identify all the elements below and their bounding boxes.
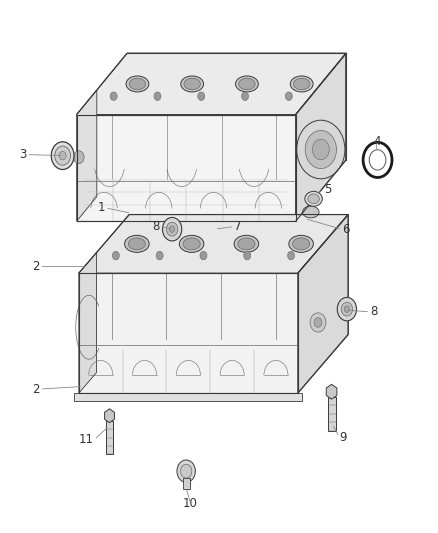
Circle shape <box>310 313 326 332</box>
Circle shape <box>74 151 84 164</box>
Ellipse shape <box>234 236 258 253</box>
Ellipse shape <box>126 76 149 92</box>
Circle shape <box>341 302 353 316</box>
Circle shape <box>200 252 207 260</box>
Text: 8: 8 <box>152 220 160 233</box>
Circle shape <box>337 297 357 321</box>
Bar <box>183 478 190 489</box>
Circle shape <box>55 146 71 165</box>
Ellipse shape <box>290 76 313 92</box>
Circle shape <box>297 120 345 179</box>
Ellipse shape <box>308 194 319 204</box>
Circle shape <box>110 92 117 100</box>
Ellipse shape <box>128 238 145 250</box>
Ellipse shape <box>124 236 149 253</box>
Ellipse shape <box>129 78 145 90</box>
Bar <box>106 421 113 454</box>
Circle shape <box>285 92 293 100</box>
Circle shape <box>177 460 195 482</box>
Ellipse shape <box>293 78 310 90</box>
Circle shape <box>112 252 119 260</box>
Circle shape <box>156 252 163 260</box>
Bar <box>328 397 336 431</box>
Text: 9: 9 <box>339 431 347 443</box>
Text: 4: 4 <box>373 135 381 148</box>
Text: 7: 7 <box>234 220 242 233</box>
Circle shape <box>344 306 350 312</box>
Circle shape <box>241 92 248 100</box>
Circle shape <box>244 252 251 260</box>
Text: 1: 1 <box>98 201 105 214</box>
Text: 2: 2 <box>32 383 39 395</box>
Ellipse shape <box>239 78 255 90</box>
Polygon shape <box>77 53 346 115</box>
Ellipse shape <box>183 238 200 250</box>
Polygon shape <box>79 273 298 393</box>
Ellipse shape <box>302 206 319 218</box>
Circle shape <box>51 142 74 169</box>
Polygon shape <box>298 214 348 393</box>
Circle shape <box>363 142 392 177</box>
Polygon shape <box>77 115 296 221</box>
Circle shape <box>59 151 66 160</box>
Text: 11: 11 <box>79 433 94 446</box>
Circle shape <box>166 222 178 236</box>
Circle shape <box>305 131 336 168</box>
Circle shape <box>287 252 294 260</box>
Circle shape <box>154 92 161 100</box>
Circle shape <box>162 217 182 241</box>
Polygon shape <box>77 90 97 221</box>
Circle shape <box>314 318 322 327</box>
Circle shape <box>312 139 329 160</box>
Polygon shape <box>74 393 302 401</box>
Text: 6: 6 <box>342 223 349 236</box>
Circle shape <box>369 150 386 170</box>
Circle shape <box>198 92 205 100</box>
Polygon shape <box>79 214 348 273</box>
Ellipse shape <box>184 78 200 90</box>
Text: 3: 3 <box>19 148 26 161</box>
Text: 2: 2 <box>32 260 39 273</box>
Circle shape <box>180 464 192 478</box>
Ellipse shape <box>238 238 255 250</box>
Ellipse shape <box>305 191 322 206</box>
Polygon shape <box>79 253 96 393</box>
Ellipse shape <box>289 236 313 253</box>
Text: 8: 8 <box>370 305 378 318</box>
Ellipse shape <box>293 238 310 250</box>
Ellipse shape <box>181 76 204 92</box>
Circle shape <box>170 226 175 232</box>
Polygon shape <box>296 53 346 221</box>
Text: 5: 5 <box>324 183 332 196</box>
Ellipse shape <box>180 236 204 253</box>
Text: 10: 10 <box>183 497 198 510</box>
Ellipse shape <box>236 76 258 92</box>
